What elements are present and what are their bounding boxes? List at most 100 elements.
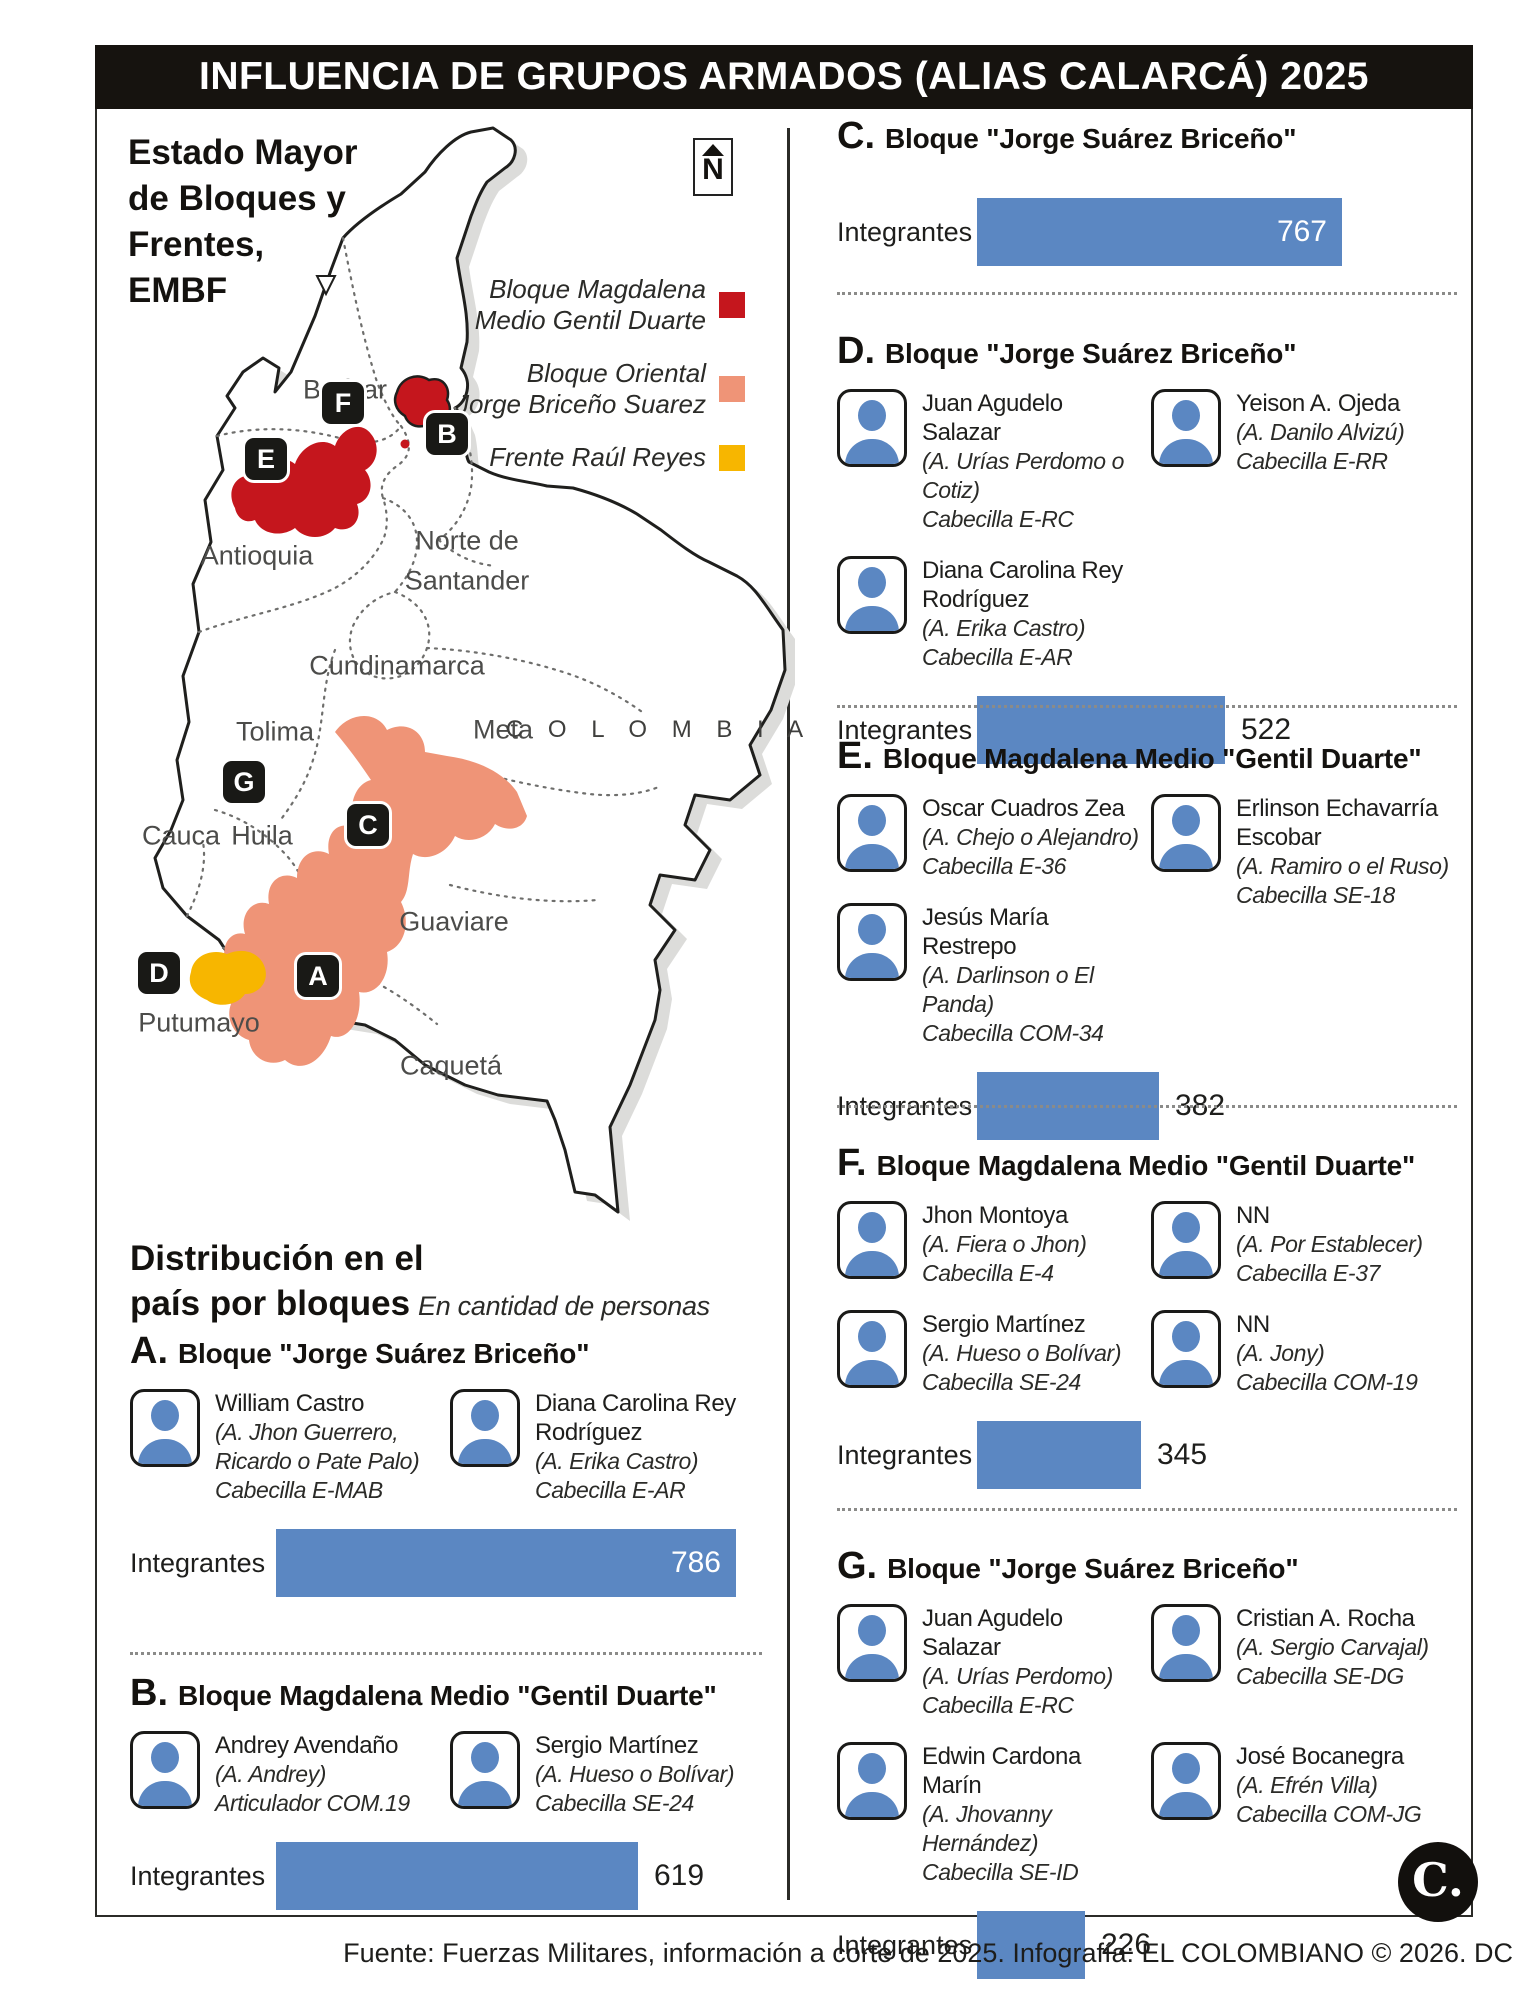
map-label-antioquia: Antioquia — [200, 540, 314, 571]
section-letter: G. — [837, 1545, 878, 1587]
people-grid: Juan Agudelo Salazar (A. Urías Perdomo o… — [837, 389, 1457, 672]
map-heading: Estado Mayor de Bloques y Frentes, EMBF — [128, 133, 358, 310]
person-alias: (A. Jhovanny Hernández) — [922, 1801, 1052, 1856]
section-separator — [837, 1105, 1457, 1108]
person-name: NN — [1236, 1202, 1270, 1229]
section-letter: B. — [130, 1672, 168, 1714]
person-role: Cabecilla SE-24 — [535, 1790, 694, 1816]
person-alias: (A. Urías Perdomo o Cotiz) — [922, 448, 1125, 503]
section-letter: E. — [837, 735, 873, 777]
map-marker-f: F — [322, 382, 364, 424]
source-credit: Fuente: Fuerzas Militares, información a… — [343, 1938, 1513, 1968]
person-entry: Oscar Cuadros Zea (A. Chejo o Alejandro)… — [837, 794, 1143, 881]
people-grid: Oscar Cuadros Zea (A. Chejo o Alejandro)… — [837, 794, 1457, 1048]
person-avatar-icon — [837, 1604, 907, 1682]
person-name: NN — [1236, 1311, 1270, 1338]
person-role: Cabecilla E-MAB — [215, 1477, 383, 1503]
person-avatar-icon — [837, 1310, 907, 1388]
members-bar — [977, 1911, 1085, 1979]
members-bar-row: Integrantes 767 — [837, 198, 1457, 266]
person-role: Cabecilla E-RR — [1236, 448, 1388, 474]
person-entry: Jhon Montoya (A. Fiera o Jhon) Cabecilla… — [837, 1201, 1143, 1288]
section-c: C. Bloque "Jorge Suárez Briceño" Integra… — [837, 115, 1457, 266]
person-role: Cabecilla SE-24 — [922, 1369, 1081, 1395]
person-role: Cabecilla E-AR — [535, 1477, 686, 1503]
members-label: Integrantes — [837, 1439, 973, 1470]
person-alias: (A. Ramiro o el Ruso) — [1236, 853, 1449, 879]
section-title: Bloque Magdalena Medio "Gentil Duarte" — [178, 1680, 717, 1711]
person-alias: (A. Por Establecer) — [1236, 1231, 1423, 1257]
members-value: 522 — [1241, 713, 1292, 746]
person-entry: Sergio Martínez (A. Hueso o Bolívar) Cab… — [450, 1731, 762, 1818]
distribution-heading: Distribución en el país por bloques En ca… — [130, 1239, 710, 1323]
person-avatar-icon — [837, 903, 907, 981]
map-label-guaviare: Guaviare — [399, 906, 509, 937]
person-role: Cabecilla E-37 — [1236, 1260, 1380, 1286]
map-label-santander: Santander — [404, 565, 530, 596]
person-entry: NN (A. Jony) Cabecilla COM-19 — [1151, 1310, 1457, 1397]
north-compass-icon: N — [693, 138, 733, 196]
section-separator — [837, 1508, 1457, 1511]
region-bloque-magdalena-ef — [231, 426, 377, 537]
person-entry: Juan Agudelo Salazar (A. Urías Perdomo o… — [837, 389, 1143, 534]
section-separator — [837, 292, 1457, 295]
legend-color-yellow — [719, 444, 745, 471]
person-avatar-icon — [837, 389, 907, 467]
region-dot — [400, 439, 410, 449]
members-bar-row: Integrantes 786 — [130, 1529, 762, 1597]
map-label-cundinamarca: Cundinamarca — [309, 650, 485, 681]
el-colombiano-logo: C. — [1398, 1842, 1478, 1922]
person-alias: (A. Darlinson o El Panda) — [922, 962, 1094, 1017]
person-alias: (A. Jony) — [1236, 1340, 1325, 1366]
compass-arrow-icon — [702, 144, 724, 156]
section-title: Bloque Magdalena Medio "Gentil Duarte" — [876, 1150, 1416, 1181]
person-entry: Andrey Avendaño (A. Andrey) Articulador … — [130, 1731, 442, 1818]
person-entry: Juan Agudelo Salazar (A. Urías Perdomo) … — [837, 1604, 1143, 1720]
section-letter: A. — [130, 1330, 168, 1372]
person-name: Oscar Cuadros Zea — [922, 795, 1125, 822]
person-alias: (A. Hueso o Bolívar) — [922, 1340, 1122, 1366]
section-title: Bloque "Jorge Suárez Briceño" — [887, 1553, 1299, 1584]
section-letter: F. — [837, 1142, 867, 1184]
person-alias: (A. Erika Castro) — [535, 1448, 699, 1474]
members-bar: 767 — [977, 198, 1342, 266]
map-triangle-detail — [315, 275, 337, 297]
person-avatar-icon — [1151, 1742, 1221, 1820]
section-letter: C. — [837, 115, 875, 157]
map-legend: Bloque Magdalena Medio Gentil Duarte Blo… — [415, 274, 745, 473]
section-title: Bloque "Jorge Suárez Briceño" — [885, 123, 1297, 154]
members-value: 345 — [1157, 1438, 1208, 1471]
person-name: Diana Carolina Rey Rodríguez — [922, 557, 1123, 613]
map-marker-a: A — [297, 955, 339, 997]
region-frente-raul-reyes — [189, 950, 266, 1005]
person-entry: NN (A. Por Establecer) Cabecilla E-37 — [1151, 1201, 1457, 1288]
person-entry: Erlinson Echavarría Escobar (A. Ramiro o… — [1151, 794, 1457, 1048]
members-value: 619 — [654, 1859, 705, 1892]
map-label-putumayo: Putumayo — [138, 1007, 260, 1038]
section-b: B. Bloque Magdalena Medio "Gentil Duarte… — [130, 1672, 762, 1910]
person-avatar-icon — [1151, 389, 1221, 467]
person-avatar-icon — [837, 556, 907, 634]
section-a: A. Bloque "Jorge Suárez Briceño" William… — [130, 1330, 762, 1597]
map-marker-g: G — [223, 761, 265, 803]
person-alias: (A. Fiera o Jhon) — [922, 1231, 1087, 1257]
map-marker-e: E — [245, 438, 287, 480]
person-role: Articulador COM.19 — [215, 1790, 410, 1816]
members-bar — [977, 1421, 1141, 1489]
legend-item: Bloque Oriental Jorge Briceño Suarez — [415, 358, 745, 420]
members-label: Integrantes — [130, 1860, 266, 1891]
person-alias: (A. Chejo o Alejandro) — [922, 824, 1139, 850]
legend-item: Bloque Magdalena Medio Gentil Duarte — [415, 274, 745, 336]
person-name: Edwin Cardona Marín — [922, 1743, 1081, 1799]
people-grid: Juan Agudelo Salazar (A. Urías Perdomo) … — [837, 1604, 1457, 1887]
page-title: INFLUENCIA DE GRUPOS ARMADOS (ALIAS CALA… — [198, 55, 1369, 98]
person-name: Juan Agudelo Salazar — [922, 1605, 1063, 1661]
section-d: D. Bloque "Jorge Suárez Briceño" Juan Ag… — [837, 330, 1457, 764]
section-separator — [130, 1652, 762, 1655]
person-name: Sergio Martínez — [922, 1311, 1086, 1338]
map-label-huila: Huila — [231, 820, 293, 851]
person-role: Cabecilla E-RC — [922, 506, 1074, 532]
map-marker-d: D — [138, 952, 180, 994]
map-label-cauca: Cauca — [141, 820, 221, 851]
person-avatar-icon — [1151, 794, 1221, 872]
